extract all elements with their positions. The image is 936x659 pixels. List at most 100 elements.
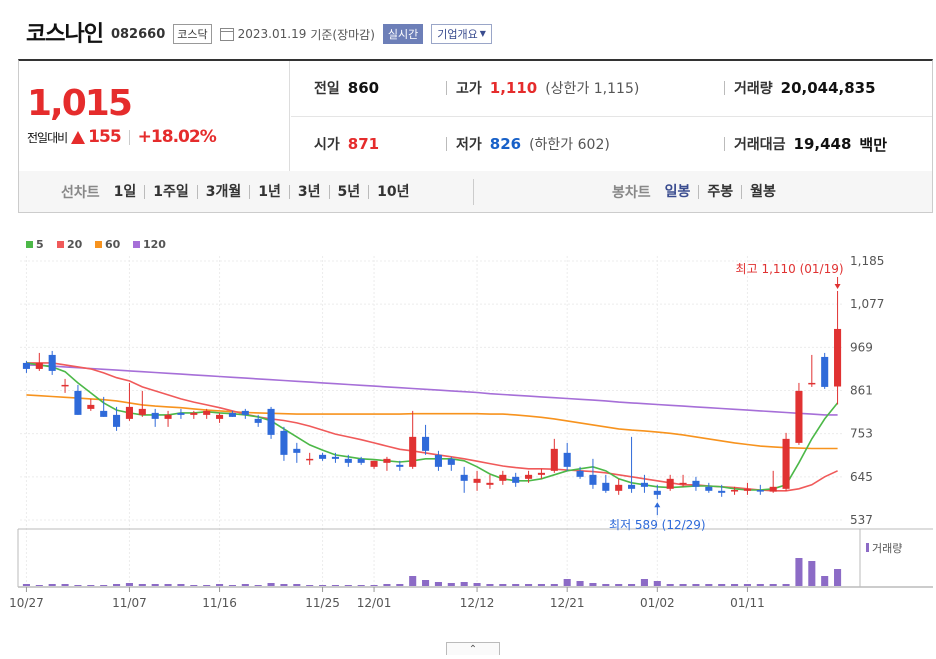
stock-chart: 5 20 60 120 1,185 1,077 969 861 753 645 537 최고 1,… xyxy=(0,226,936,655)
volume-bar xyxy=(576,581,584,586)
divider xyxy=(291,116,932,117)
candle-body xyxy=(486,482,494,485)
candle-body xyxy=(460,474,468,481)
chart-period-tabs: 선차트 1일 1주일 3개월 1년 3년 5년 10년 봉차트 일봉 주봉 월봉 xyxy=(18,171,933,213)
line-period-tab[interactable]: 5년 xyxy=(328,185,369,199)
current-price-block: 1,015 전일대비 155 +18.02% xyxy=(19,61,290,172)
candle-body xyxy=(306,458,314,461)
candle-body xyxy=(409,436,417,467)
volume-bar xyxy=(254,585,262,586)
collapse-button[interactable]: ⌃ xyxy=(446,642,500,655)
candle-body xyxy=(499,474,507,481)
volume-bar xyxy=(216,584,224,586)
volume-bar xyxy=(228,585,236,586)
legend-swatch xyxy=(95,241,102,248)
candle-body xyxy=(550,448,558,471)
candle-body xyxy=(331,456,339,459)
line-period-tab[interactable]: 3개월 xyxy=(196,185,250,199)
price-tick-label: 537 xyxy=(850,513,873,527)
candle-period-tab[interactable]: 월봉 xyxy=(741,185,784,199)
date-tick-label: 01/11 xyxy=(730,596,765,610)
company-overview-button[interactable]: 기업개요 ▼ xyxy=(431,23,492,44)
chart-annotations: 최고 1,110 (01/19) 최저 589 (12/29) xyxy=(609,262,844,532)
volume-bar xyxy=(460,582,468,586)
low-annotation: 최저 589 (12/29) xyxy=(609,518,706,532)
candle-body xyxy=(512,476,520,483)
candle-body xyxy=(679,482,687,485)
volume-bar xyxy=(409,576,417,586)
volume-bar xyxy=(280,584,288,586)
open-value: 871 xyxy=(347,135,380,153)
lower-limit: (하한가 602) xyxy=(529,137,610,153)
high-arrow-head xyxy=(834,283,841,289)
candles xyxy=(22,290,842,500)
realtime-button[interactable]: 실시간 xyxy=(382,23,424,44)
line-period-tab[interactable]: 1년 xyxy=(249,185,289,199)
date-tick-label: 11/07 xyxy=(112,596,147,610)
chart-legend: 5 20 60 120 xyxy=(26,238,166,251)
divider xyxy=(128,129,130,145)
candle-body xyxy=(61,384,69,387)
candle-body xyxy=(280,430,288,455)
candle-body xyxy=(177,412,185,415)
candle-chart-heading: 봉차트 xyxy=(612,185,651,201)
volume-bars: 거래량 xyxy=(22,542,902,586)
amount-label: 거래대금 xyxy=(734,137,786,153)
candle-body xyxy=(396,464,404,467)
volume-bar xyxy=(512,584,520,586)
volume-bar xyxy=(203,585,211,586)
volume-bar xyxy=(563,579,571,586)
volume-bar xyxy=(113,584,121,586)
volume-bar xyxy=(74,585,82,586)
volume-bar xyxy=(48,584,56,586)
legend-swatch xyxy=(133,241,140,248)
volume-bar xyxy=(743,584,751,586)
change-label: 전일대비 xyxy=(27,130,68,145)
candle-body xyxy=(383,458,391,463)
date-info: 2023.01.19 기준(장마감) xyxy=(219,26,375,43)
volume-bar xyxy=(537,584,545,586)
candle-body xyxy=(821,356,829,387)
line-period-tab[interactable]: 10년 xyxy=(368,185,417,199)
candle-body xyxy=(125,406,133,419)
ma120-line xyxy=(26,364,838,416)
candle-body xyxy=(357,458,365,463)
candle-period-tab[interactable]: 주봉 xyxy=(698,185,741,199)
volume-bar xyxy=(615,584,623,586)
price-axis: 1,185 1,077 969 861 753 645 537 xyxy=(850,254,884,527)
legend-label: 20 xyxy=(67,238,83,251)
candle-body xyxy=(74,390,82,415)
line-period-tab[interactable]: 1일 xyxy=(113,184,137,200)
volume-value: 20,044,835 xyxy=(780,79,876,97)
date-tick-label: 01/02 xyxy=(640,596,675,610)
line-period-tab[interactable]: 3년 xyxy=(288,185,329,199)
high-cell: 고가 1,110 (상한가 1,115) xyxy=(446,78,639,98)
candle-body xyxy=(319,454,327,459)
market-badge: 코스닥 xyxy=(173,23,212,44)
candle-body xyxy=(267,408,275,435)
candle-period-tab[interactable]: 일봉 xyxy=(664,184,691,200)
candle-body xyxy=(473,478,481,483)
chevron-up-icon: ⌃ xyxy=(468,643,478,655)
volume-bar xyxy=(293,584,301,586)
amount-value: 19,448 xyxy=(793,135,852,153)
line-period-tab[interactable]: 1주일 xyxy=(144,185,197,199)
date-tick-label: 11/16 xyxy=(202,596,237,610)
candle-body xyxy=(589,474,597,485)
volume-bar xyxy=(370,585,378,586)
volume-bar xyxy=(679,584,687,586)
stock-code: 082660 xyxy=(110,26,166,42)
chart-svg: 5 20 60 120 1,185 1,077 969 861 753 645 537 최고 1,… xyxy=(9,238,933,610)
volume-bar xyxy=(550,584,558,586)
low-arrow-head xyxy=(654,502,661,508)
candle-body xyxy=(666,478,674,489)
volume-bar xyxy=(834,569,842,586)
legend-swatch xyxy=(57,241,64,248)
volume-bar xyxy=(473,583,481,586)
calendar-icon xyxy=(219,27,234,41)
volume-legend-label: 거래량 xyxy=(872,542,902,555)
moving-average-lines xyxy=(26,362,839,492)
candle-body xyxy=(743,488,751,491)
candle-body xyxy=(756,490,764,492)
candle-body xyxy=(138,408,146,415)
